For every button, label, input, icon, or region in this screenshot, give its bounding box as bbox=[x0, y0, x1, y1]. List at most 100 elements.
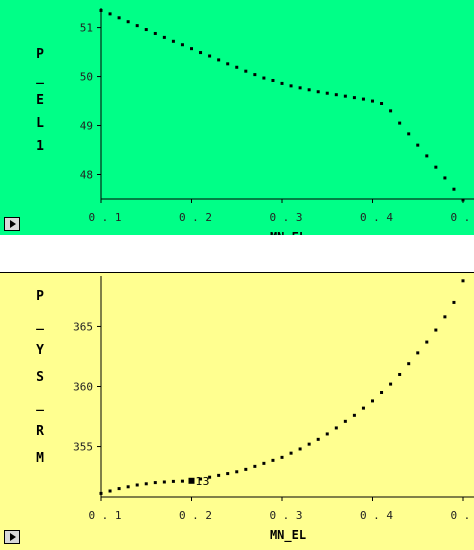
y-tick-label: 49 bbox=[80, 120, 93, 133]
data-point bbox=[407, 132, 411, 136]
x-axis-label: MN_EL bbox=[270, 528, 306, 543]
y-axis-label-char: _ bbox=[36, 316, 44, 331]
data-point bbox=[361, 406, 365, 410]
x-tick-label: 0 . 5 bbox=[450, 509, 474, 522]
data-point bbox=[126, 485, 130, 489]
data-point bbox=[117, 16, 121, 20]
data-point bbox=[244, 467, 248, 471]
data-point bbox=[380, 102, 384, 105]
data-point bbox=[461, 198, 465, 202]
data-point bbox=[262, 76, 266, 80]
play-triangle-icon bbox=[10, 220, 16, 228]
data-point bbox=[307, 442, 311, 446]
data-point bbox=[407, 362, 411, 366]
y-axis-label-char: P bbox=[36, 289, 44, 304]
data-point bbox=[235, 65, 239, 69]
data-point bbox=[389, 382, 393, 386]
data-point bbox=[371, 99, 374, 103]
play-button-top[interactable] bbox=[4, 217, 20, 231]
x-tick-label: 0 . 1 bbox=[88, 211, 121, 224]
play-triangle-icon bbox=[10, 533, 16, 541]
y-axis-label-char: _ bbox=[36, 70, 44, 85]
data-point bbox=[452, 187, 456, 191]
chart-panel-p-ys-rm: 355 360 365 0 . 1 0 . 2 0 . 3 0 . 4 0 . 5 MN_EL P… bbox=[0, 272, 474, 550]
data-point bbox=[280, 455, 284, 459]
data-point bbox=[235, 470, 239, 474]
data-point bbox=[334, 426, 338, 430]
y-tick-label: 365 bbox=[73, 320, 93, 333]
data-point bbox=[171, 39, 175, 43]
data-point bbox=[443, 315, 447, 319]
data-point bbox=[371, 399, 374, 403]
data-point bbox=[135, 24, 139, 28]
data-point bbox=[217, 58, 221, 62]
data-point bbox=[226, 62, 230, 66]
y-axis-label-char: E bbox=[36, 93, 44, 108]
data-point bbox=[108, 489, 112, 493]
data-point bbox=[117, 487, 121, 491]
y-axis-label-char: M bbox=[36, 451, 44, 466]
chart-p-el1: 48 49 50 51 0 . 1 0 . 2 0 . 3 0 . 4 0 . 5 MN_EL P _… bbox=[36, 8, 474, 235]
point-annotation: 13 bbox=[196, 475, 210, 488]
x-tick-label: 0 . 1 bbox=[88, 509, 121, 522]
data-point bbox=[226, 472, 230, 476]
data-point bbox=[190, 47, 193, 51]
data-point bbox=[144, 482, 148, 486]
data-point bbox=[253, 464, 257, 468]
data-point bbox=[352, 96, 356, 100]
data-point bbox=[325, 432, 329, 436]
y-tick-label: 355 bbox=[73, 441, 93, 454]
y-tick-label: 360 bbox=[73, 381, 93, 394]
x-tick-label: 0 . 4 bbox=[360, 211, 393, 224]
data-point bbox=[425, 154, 429, 158]
data-point bbox=[180, 479, 184, 483]
data-point bbox=[135, 483, 139, 487]
y-axis-label-char: P bbox=[36, 47, 44, 62]
data-point bbox=[153, 481, 157, 485]
y-axis-label-char: _ bbox=[36, 397, 44, 412]
chart-p-ys-rm: 355 360 365 0 . 1 0 . 2 0 . 3 0 . 4 0 . 5 MN_EL P… bbox=[36, 276, 474, 543]
data-point bbox=[180, 43, 184, 47]
x-tick-label: 0 . 4 bbox=[360, 509, 393, 522]
data-point bbox=[108, 12, 112, 16]
data-point bbox=[99, 491, 103, 495]
data-point bbox=[352, 413, 356, 417]
x-tick-label: 0 . 5 bbox=[450, 211, 474, 224]
data-point bbox=[316, 437, 320, 441]
data-point bbox=[199, 477, 203, 481]
data-point bbox=[343, 94, 347, 98]
data-point bbox=[253, 73, 257, 77]
data-point bbox=[434, 165, 438, 169]
data-point bbox=[425, 340, 429, 344]
data-point bbox=[162, 35, 166, 39]
y-axis-label-char: L bbox=[36, 116, 44, 131]
data-point bbox=[461, 279, 465, 283]
chart-panel-p-el1: 48 49 50 51 0 . 1 0 . 2 0 . 3 0 . 4 0 . 5 MN_EL P _… bbox=[0, 0, 474, 235]
x-axis-label: MN_EL bbox=[270, 230, 306, 235]
data-point bbox=[416, 351, 420, 355]
highlighted-point[interactable] bbox=[188, 477, 195, 484]
data-point bbox=[325, 91, 329, 95]
data-point bbox=[199, 51, 203, 55]
data-point bbox=[298, 86, 302, 90]
data-point bbox=[99, 8, 103, 12]
data-point bbox=[280, 81, 284, 85]
data-point bbox=[262, 461, 266, 465]
data-point bbox=[398, 372, 402, 376]
data-point bbox=[307, 88, 311, 92]
data-point bbox=[153, 31, 157, 35]
data-point bbox=[416, 143, 420, 147]
data-point bbox=[126, 20, 130, 24]
x-tick-label: 0 . 3 bbox=[269, 509, 302, 522]
y-tick-label: 48 bbox=[80, 169, 93, 182]
y-axis-label-char: 1 bbox=[36, 139, 44, 154]
data-point bbox=[443, 176, 447, 180]
data-point bbox=[208, 54, 212, 58]
data-point bbox=[208, 475, 212, 479]
y-axis-label-char: Y bbox=[36, 343, 44, 358]
data-point bbox=[298, 447, 302, 451]
play-button-bottom[interactable] bbox=[4, 530, 20, 544]
data-point bbox=[289, 84, 293, 88]
data-point bbox=[452, 300, 456, 304]
data-point bbox=[244, 69, 248, 73]
